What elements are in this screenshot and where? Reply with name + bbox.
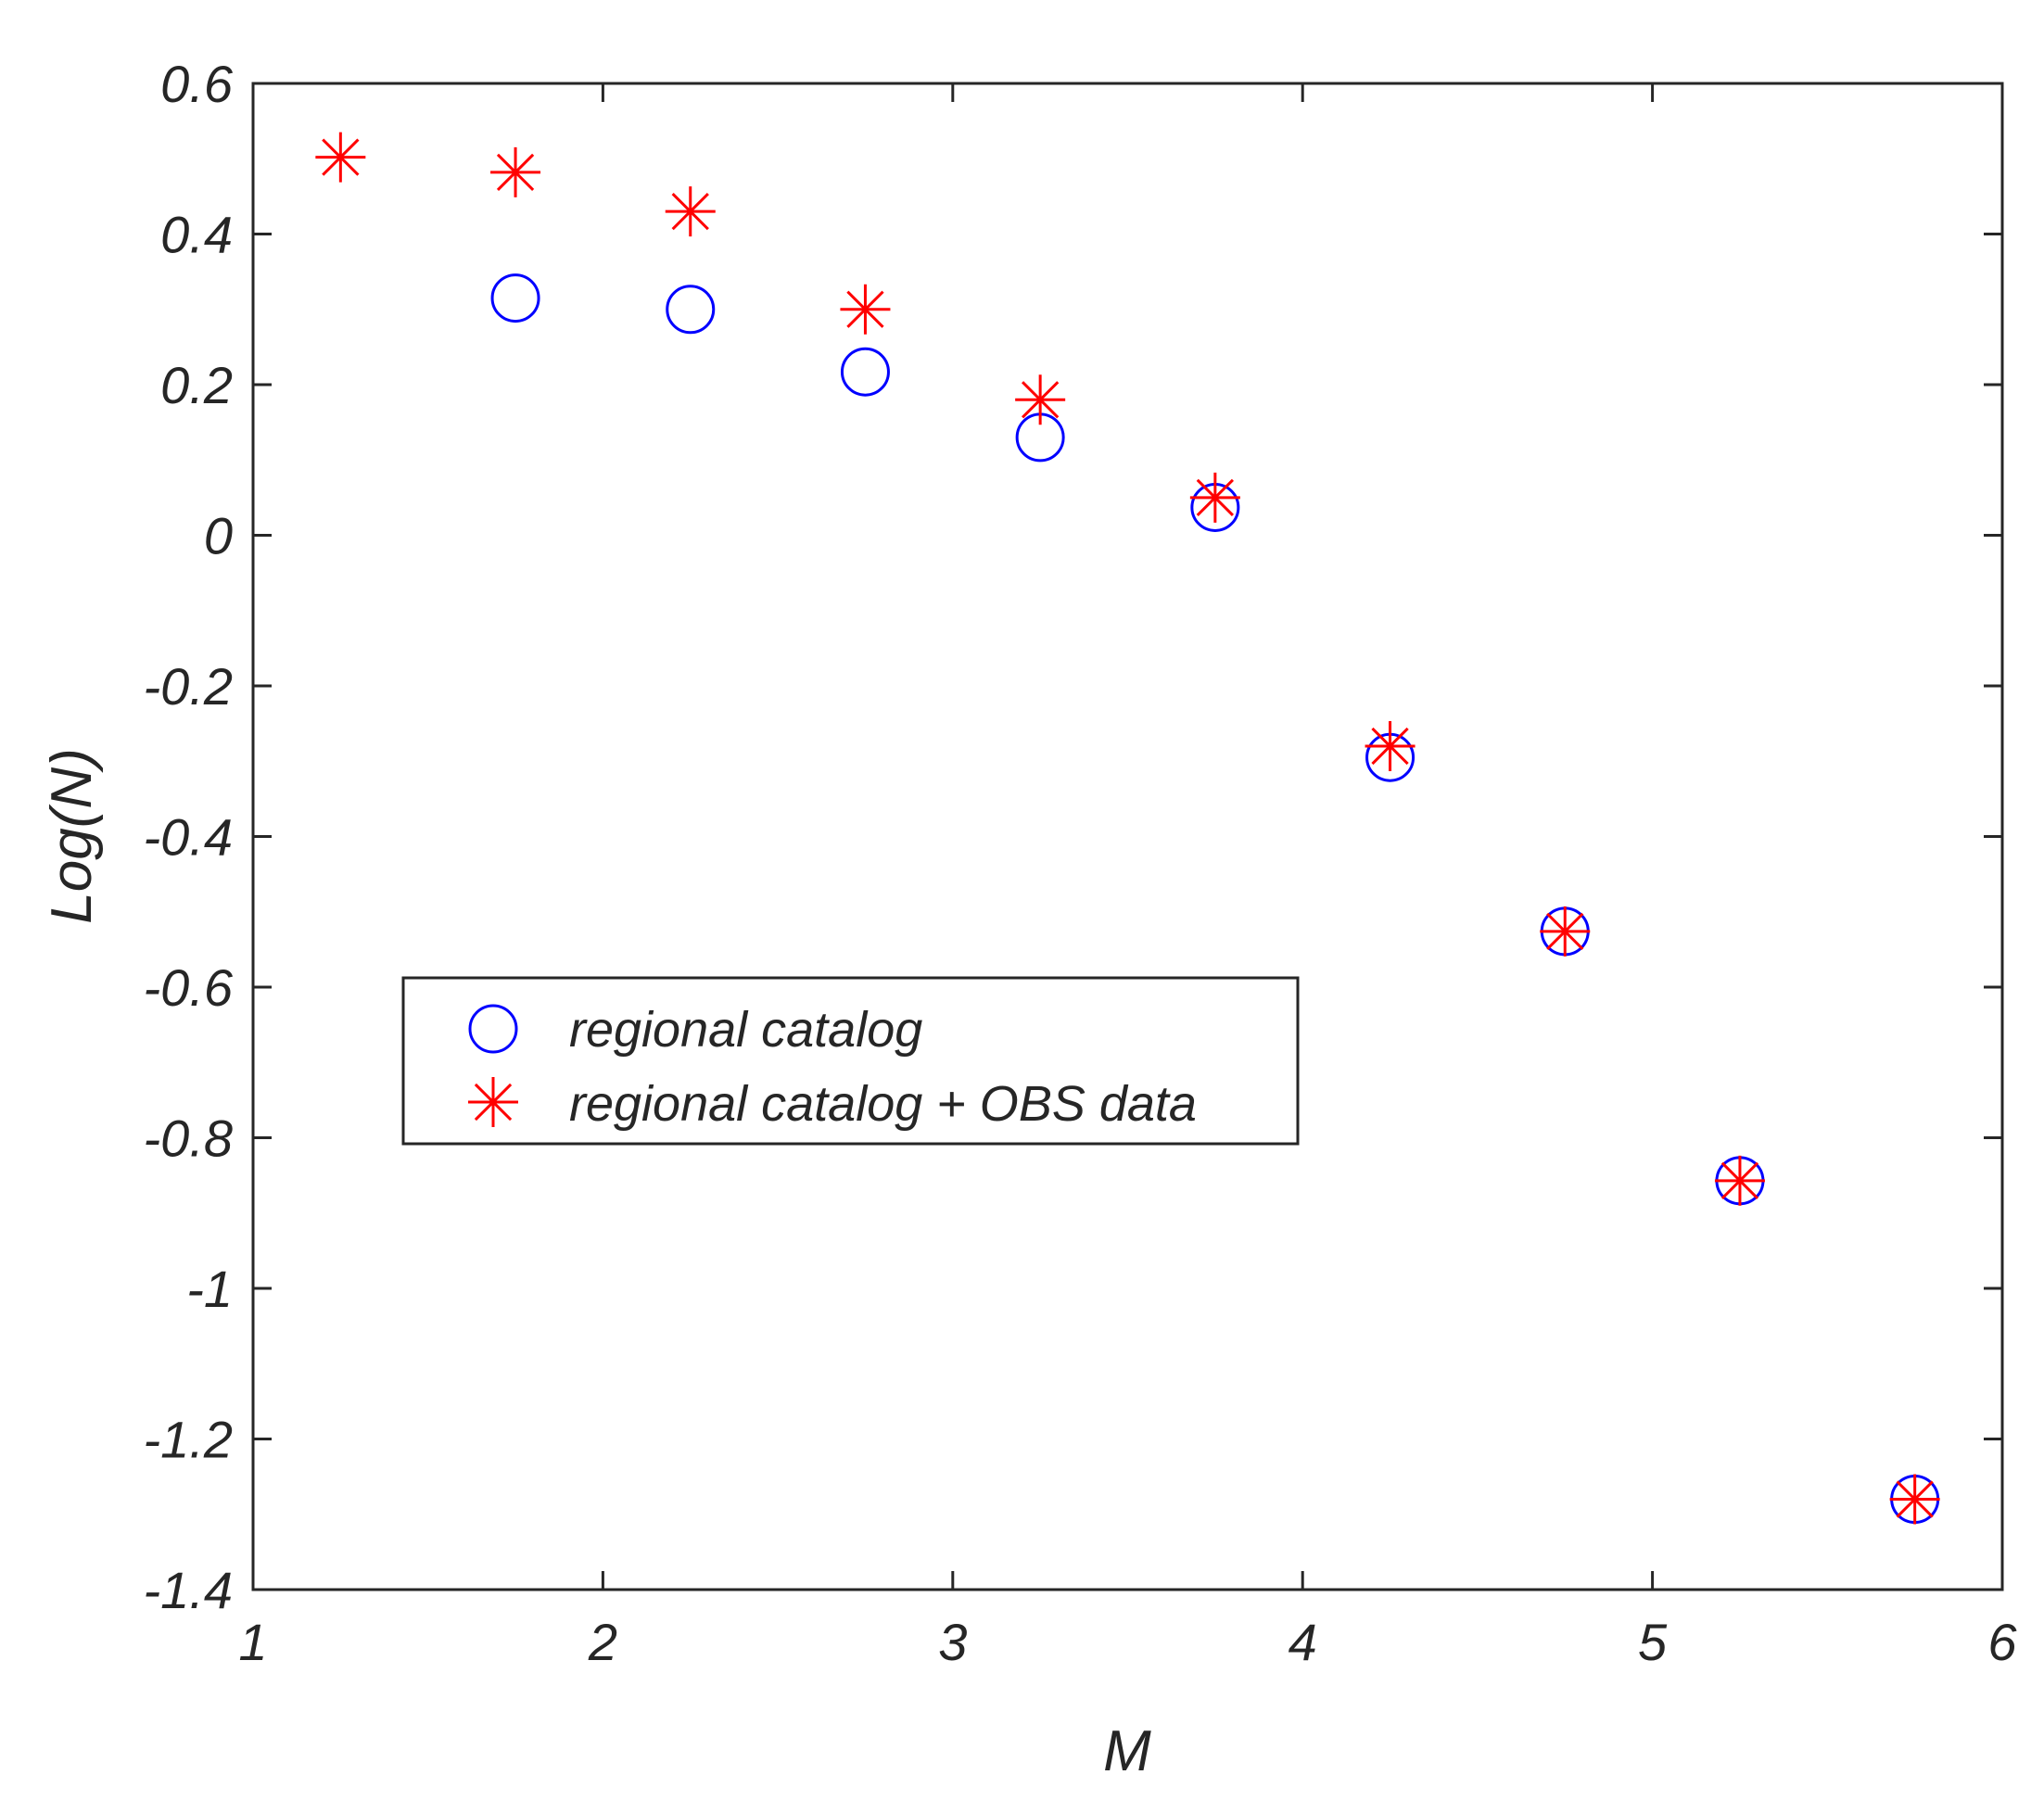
x-tick-label: 4 bbox=[1289, 1613, 1317, 1671]
y-tick-label: 0.4 bbox=[160, 206, 233, 264]
legend-circle-icon bbox=[468, 1004, 518, 1054]
y-axis-label: Log(N) bbox=[40, 748, 104, 924]
x-tick-label: 5 bbox=[1638, 1613, 1668, 1671]
x-axis-label: M bbox=[1103, 1719, 1151, 1783]
data-point-asterisk bbox=[490, 146, 541, 197]
plot-area bbox=[253, 83, 2002, 1590]
x-tick-label: 2 bbox=[588, 1613, 617, 1671]
data-point-asterisk bbox=[1189, 472, 1240, 523]
y-tick-label: -0.8 bbox=[144, 1109, 234, 1168]
data-point-asterisk bbox=[1889, 1474, 1940, 1525]
y-tick-label: -1.4 bbox=[144, 1561, 234, 1619]
plot-frame bbox=[251, 82, 2004, 1591]
data-point-asterisk bbox=[665, 186, 716, 237]
x-tick-labels: 1 2 3 4 5 6 bbox=[238, 1613, 2017, 1671]
y-tick-label: 0 bbox=[204, 507, 233, 565]
legend-label-regional-catalog: regional catalog bbox=[569, 1002, 922, 1058]
data-point-asterisk bbox=[1015, 374, 1066, 425]
y-tick-labels: 0.6 0.4 0.2 0 -0.2 -0.4 -0.6 -0.8 -1 -1.2 -1.4 bbox=[144, 55, 234, 1619]
data-point-asterisk bbox=[1540, 906, 1591, 957]
data-point-asterisk bbox=[840, 284, 891, 335]
y-tick-label: -1.2 bbox=[144, 1411, 234, 1469]
legend-asterisk-icon bbox=[468, 1077, 518, 1127]
legend-label-regional-catalog-obs: regional catalog + OBS data bbox=[569, 1076, 1197, 1132]
data-point-circle bbox=[490, 273, 540, 323]
y-tick-label: -0.6 bbox=[144, 958, 234, 1017]
data-point-circle bbox=[666, 285, 716, 335]
data-point-asterisk bbox=[315, 132, 366, 183]
legend-marker-circle bbox=[468, 1004, 518, 1054]
y-tick-label: 0.2 bbox=[160, 356, 233, 414]
legend: regional catalog regional catalog + OBS … bbox=[401, 976, 1300, 1146]
x-tick-label: 1 bbox=[238, 1613, 267, 1671]
y-tick-label: -0.2 bbox=[144, 657, 234, 716]
y-tick-label: 0.6 bbox=[160, 55, 234, 113]
data-point-asterisk bbox=[1365, 721, 1416, 771]
y-tick-label: -1 bbox=[186, 1260, 233, 1318]
data-point-asterisk bbox=[1714, 1155, 1765, 1206]
legend-marker-asterisk bbox=[468, 1077, 518, 1127]
data-points bbox=[315, 132, 1940, 1525]
x-tick-label: 6 bbox=[1987, 1613, 2017, 1671]
data-point-circle bbox=[840, 347, 890, 397]
y-tick-label: -0.4 bbox=[144, 808, 234, 867]
x-tick-label: 3 bbox=[938, 1613, 967, 1671]
legend-box bbox=[401, 976, 1300, 1146]
